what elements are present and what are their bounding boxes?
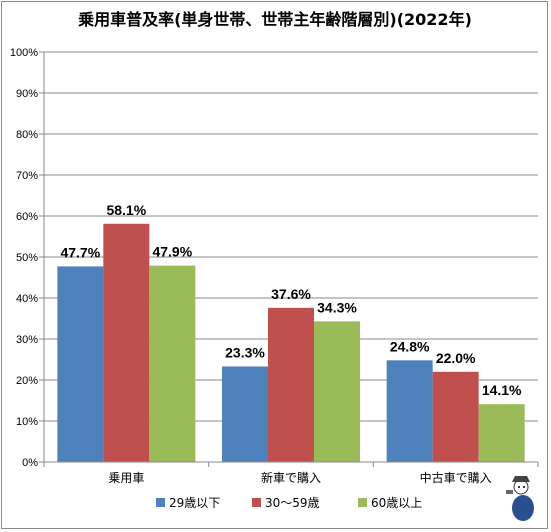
x-category-label: 新車で購入 xyxy=(261,470,321,485)
x-category-label: 乗用車 xyxy=(108,471,144,485)
y-tick-label: 20% xyxy=(16,375,38,387)
legend-label: 29歳以下 xyxy=(169,496,220,510)
legend-swatch xyxy=(156,498,165,507)
y-tick-label: 60% xyxy=(16,211,38,223)
axes xyxy=(39,51,539,467)
y-tick-label: 30% xyxy=(16,334,38,346)
data-labels: 47.7% 58.1% 47.9% 23.3% 37.6% 34.3% 24.8% 22.0%… xyxy=(60,202,522,398)
legend-swatch xyxy=(358,498,367,507)
bars xyxy=(57,223,525,462)
legend-label: 30～59歳 xyxy=(265,496,320,510)
mascot-logo xyxy=(506,476,534,521)
y-tick-label: 40% xyxy=(16,293,38,305)
y-tick-label: 0% xyxy=(22,457,38,469)
x-axis-categories: 乗用車 新車で購入 中古車で購入 xyxy=(108,470,491,485)
data-label: 58.1% xyxy=(106,202,146,218)
bar xyxy=(57,266,104,462)
y-tick-label: 10% xyxy=(16,416,38,428)
data-label: 37.6% xyxy=(271,286,311,302)
bar xyxy=(432,371,479,462)
y-tick-label: 90% xyxy=(16,88,38,100)
bar xyxy=(386,360,433,462)
y-tick-label: 80% xyxy=(16,129,38,141)
data-label: 23.3% xyxy=(225,344,265,360)
bar xyxy=(478,404,525,462)
legend: 29歳以下 30～59歳 60歳以上 xyxy=(156,496,422,510)
bar xyxy=(103,223,150,462)
data-label: 14.1% xyxy=(482,382,522,398)
data-label: 47.7% xyxy=(60,244,100,260)
data-label: 24.8% xyxy=(390,338,430,354)
y-tick-label: 50% xyxy=(16,252,38,264)
y-axis-ticks: 0% 10% 20% 30% 40% 50% 60% 70% 80% 90% 100% xyxy=(10,47,38,469)
bar xyxy=(268,307,314,462)
bar xyxy=(222,366,268,462)
legend-swatch xyxy=(252,498,261,507)
bar xyxy=(149,265,196,462)
data-label: 34.3% xyxy=(317,299,357,315)
y-tick-label: 70% xyxy=(16,170,38,182)
x-category-label: 中古車で購入 xyxy=(420,470,492,485)
data-label: 47.9% xyxy=(152,244,192,260)
y-tick-label: 100% xyxy=(10,47,38,59)
bar xyxy=(314,321,360,462)
chart-title: 乗用車普及率(単身世帯、世帯主年齢階層別)(2022年) xyxy=(78,10,472,29)
data-label: 22.0% xyxy=(436,350,476,366)
legend-label: 60歳以上 xyxy=(371,496,422,510)
